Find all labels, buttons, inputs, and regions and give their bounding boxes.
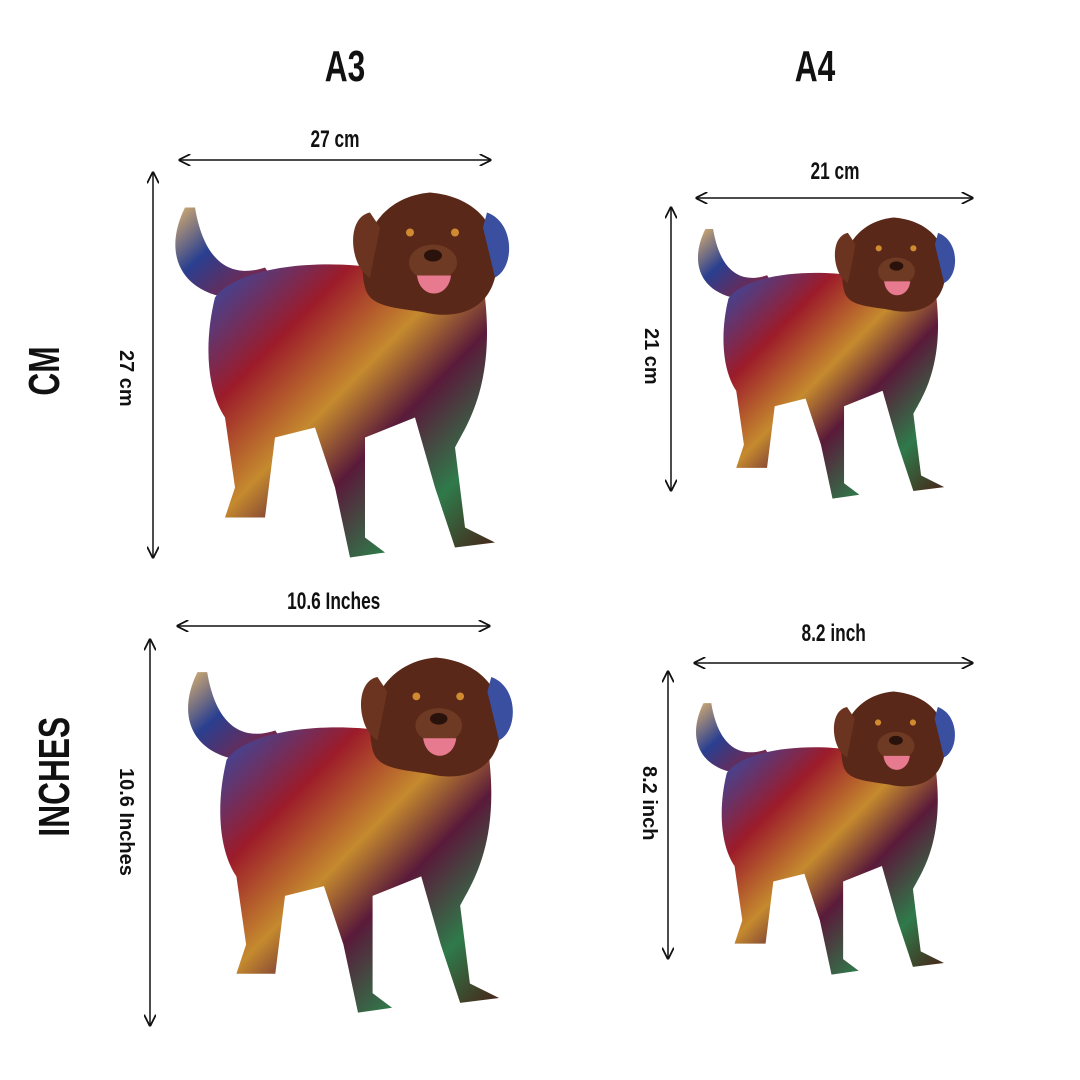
- dog-image-a4-cm: [690, 205, 975, 515]
- dog-image-a3-cm: [165, 185, 535, 570]
- height-label-a3-cm: 27 cm: [115, 350, 137, 407]
- dog-image-a4-in: [688, 680, 975, 990]
- column-header-a3: A3: [324, 42, 366, 91]
- column-header-a4: A4: [794, 42, 836, 91]
- width-label-a4-cm: 21 cm: [810, 158, 860, 185]
- width-label-a3-in: 10.6 Inches: [287, 588, 381, 615]
- width-label-a4-in: 8.2 inch: [801, 620, 867, 647]
- dog-image-a3-in: [178, 645, 538, 1030]
- width-label-a3-cm: 27 cm: [310, 126, 360, 153]
- height-label-a4-in: 8.2 inch: [638, 766, 660, 841]
- height-label-a4-cm: 21 cm: [640, 328, 662, 385]
- height-label-a3-in: 10.6 Inches: [115, 768, 137, 876]
